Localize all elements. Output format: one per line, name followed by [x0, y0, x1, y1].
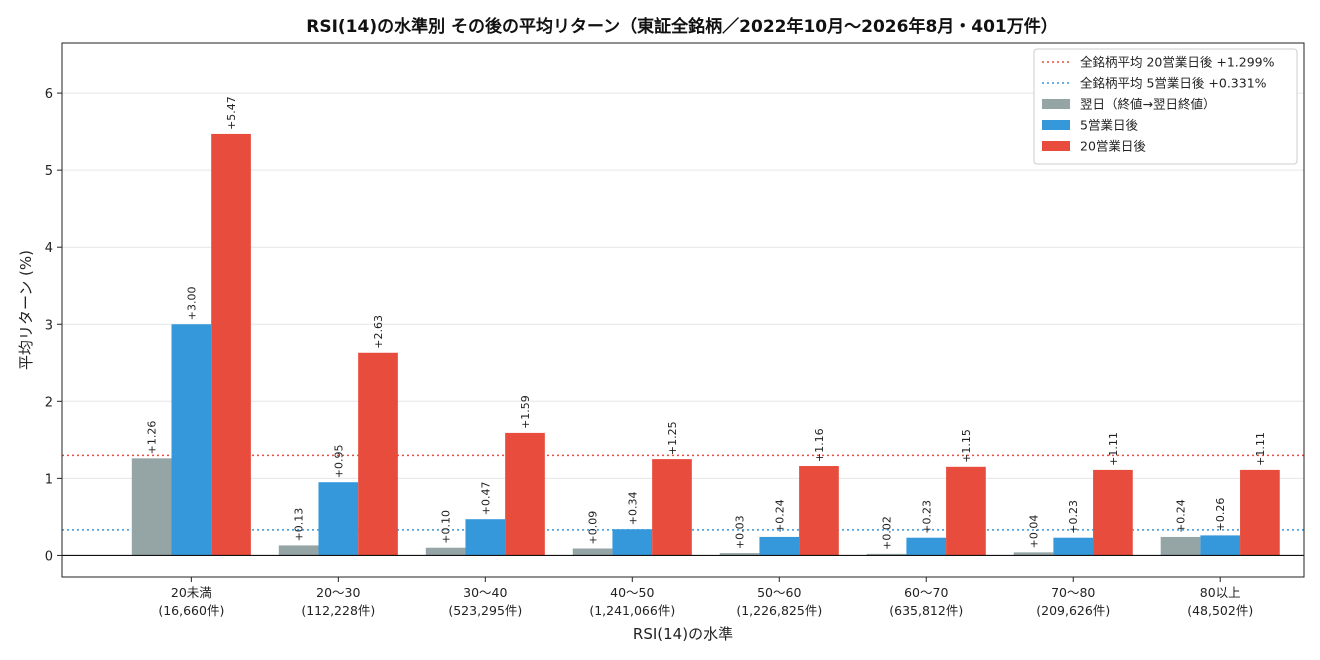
bar-5day: [318, 482, 359, 556]
bar-20day: [799, 466, 839, 556]
x-category-count: (1,226,825件): [736, 603, 822, 618]
bar-20day: [505, 432, 545, 556]
bar-next-day: [1013, 552, 1054, 556]
bar-5day: [465, 519, 506, 556]
bar-value-label: +0.23: [920, 500, 933, 534]
bar-value-label: +0.95: [332, 445, 345, 479]
bar-next-day: [866, 553, 907, 556]
bar-5day: [612, 529, 653, 556]
bar-20day: [946, 466, 986, 556]
bar-value-label: +0.24: [1175, 499, 1188, 533]
x-category-count: (523,295件): [448, 603, 522, 618]
bar-value-label: +0.24: [773, 499, 786, 533]
x-category-count: (1,241,066件): [589, 603, 675, 618]
x-category-count: (16,660件): [158, 603, 224, 618]
chart-title: RSI(14)の水準別 その後の平均リターン（東証全銘柄／2022年10月〜20…: [306, 16, 1058, 37]
x-category-label: 40〜50: [610, 585, 654, 600]
legend-swatch: [1042, 99, 1070, 109]
legend-label: 全銘柄平均 5営業日後 +0.331%: [1080, 76, 1267, 91]
bar-value-label: +1.11: [1107, 432, 1120, 466]
bar-20day: [358, 352, 398, 556]
y-tick-label: 4: [45, 241, 53, 256]
bar-value-label: +1.15: [960, 429, 973, 463]
bar-value-label: +0.26: [1214, 498, 1227, 532]
bar-value-label: +0.03: [734, 515, 747, 549]
x-category-label: 20〜30: [316, 585, 360, 600]
bar-20day: [1093, 469, 1133, 556]
bar-value-label: +2.63: [372, 315, 385, 349]
bar-next-day: [719, 553, 760, 556]
bar-next-day: [1160, 536, 1201, 556]
bar-5day: [906, 537, 947, 556]
grid: [62, 92, 1304, 556]
legend-swatch: [1042, 120, 1070, 130]
bar-20day: [1240, 469, 1280, 556]
legend-label: 5営業日後: [1080, 118, 1138, 133]
legend-swatch: [1042, 141, 1070, 151]
bar-next-day: [131, 458, 172, 556]
bar-value-label: +0.09: [587, 511, 600, 545]
bar-5day: [1200, 535, 1241, 556]
y-tick-label: 6: [45, 87, 53, 102]
bar-value-label: +0.04: [1028, 515, 1041, 549]
bar-value-label: +1.59: [519, 395, 532, 429]
bar-value-label: +1.26: [146, 421, 159, 455]
y-axis-label: 平均リターン (%): [17, 250, 35, 370]
plot-frame: [61, 42, 1305, 578]
bar-value-label: +0.23: [1067, 500, 1080, 534]
legend: 全銘柄平均 20営業日後 +1.299% 全銘柄平均 5営業日後 +0.331% 翌…: [1033, 48, 1298, 165]
bar-value-label: +1.16: [813, 428, 826, 462]
bars: [131, 133, 1280, 556]
x-category-label: 80以上: [1200, 585, 1241, 600]
x-category-count: (209,626件): [1036, 603, 1110, 618]
y-tick-label: 5: [45, 164, 53, 179]
x-category-label: 60〜70: [904, 585, 948, 600]
bar-5day: [1053, 537, 1094, 556]
x-category-count: (635,812件): [889, 603, 963, 618]
bar-next-day: [425, 547, 466, 556]
bar-value-label: +0.34: [626, 492, 639, 526]
bar-value-label: +3.00: [185, 287, 198, 321]
legend-box: [1033, 48, 1298, 165]
bar-value-label: +0.47: [479, 481, 492, 515]
bar-value-label: +5.47: [225, 96, 238, 130]
y-tick-label: 1: [45, 472, 53, 487]
x-category-count: (112,228件): [301, 603, 375, 618]
y-tick-label: 3: [45, 318, 53, 333]
bar-next-day: [278, 545, 319, 556]
bar-20day: [652, 459, 692, 556]
legend-label: 翌日（終値→翌日終値）: [1080, 97, 1215, 112]
y-axis: 0 1 2 3 4 5 6: [45, 87, 1304, 564]
y-tick-label: 2: [45, 395, 53, 410]
x-category-label: 50〜60: [757, 585, 801, 600]
bar-5day: [759, 536, 800, 556]
bar-value-label: +1.25: [666, 421, 679, 455]
x-category-label: 30〜40: [463, 585, 507, 600]
bar-value-label: +0.02: [881, 516, 894, 550]
bar-20day: [211, 133, 251, 556]
bar-value-label: +0.13: [293, 508, 306, 542]
x-axis-label: RSI(14)の水準: [633, 625, 733, 643]
y-tick-label: 0: [45, 549, 53, 564]
legend-label: 20営業日後: [1080, 139, 1146, 154]
bar-next-day: [572, 548, 613, 556]
bar-value-label: +1.11: [1254, 432, 1267, 466]
x-category-label: 70〜80: [1051, 585, 1095, 600]
x-category-count: (48,502件): [1187, 603, 1253, 618]
x-axis: 20未満 (16,660件) 20〜30 (112,228件) 30〜40 (523,29…: [158, 577, 1253, 618]
legend-label: 全銘柄平均 20営業日後 +1.299%: [1080, 55, 1275, 70]
bar-5day: [171, 324, 212, 556]
bar-labels: +1.26 +3.00 +5.47 +0.13 +0.95 +2.63 +0.10 +0.47…: [146, 96, 1267, 550]
bar-value-label: +0.10: [440, 510, 453, 544]
x-category-label: 20未満: [171, 585, 212, 600]
